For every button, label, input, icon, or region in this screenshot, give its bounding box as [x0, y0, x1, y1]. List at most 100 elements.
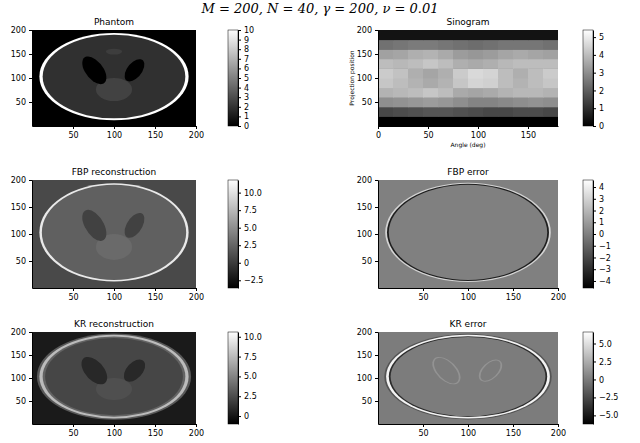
x-axis-tick-mark	[528, 126, 529, 129]
heatmap-cell	[423, 49, 439, 59]
x-axis-tick-label: 50	[68, 293, 78, 302]
heatmap-cell	[378, 88, 394, 98]
plot-area	[32, 332, 196, 424]
x-axis-tick-mark	[155, 424, 156, 427]
x-axis-tick-label: 100	[461, 429, 476, 438]
colorbar-axis-tick: 3	[593, 69, 604, 78]
colorbar-axis-tick: 0	[238, 412, 249, 421]
colorbar-axis-tick-label: 3	[599, 69, 604, 78]
colorbar-axis-tick: −3	[593, 265, 611, 274]
x-axis: 50100150200	[33, 424, 205, 438]
colorbar-axis-tick-label: 0	[244, 259, 249, 268]
x-axis-tick-mark	[513, 288, 514, 291]
colorbar-axis-line	[238, 181, 239, 289]
heatmap-cell	[378, 30, 394, 40]
colorbar-axis-tick: 0	[238, 122, 249, 131]
heatmap-cell	[498, 116, 514, 126]
colorbar-axis: −5.0−2.502.55.0	[593, 333, 618, 425]
heatmap-cell	[528, 49, 544, 59]
x-axis-tick: 50	[68, 126, 78, 140]
colorbar-axis-tick-mark	[593, 211, 596, 212]
y-axis-line	[32, 333, 33, 425]
x-axis-tick-mark	[423, 424, 424, 427]
colorbar-axis-tick-mark	[238, 88, 241, 89]
image-region	[43, 35, 186, 119]
colorbar	[228, 180, 238, 288]
y-axis-tick: 50	[362, 397, 378, 406]
y-axis-tick: 100	[357, 74, 378, 83]
figure-title: M = 200, N = 40, γ = 200, ν = 0.01	[201, 1, 439, 16]
heatmap-cell	[468, 49, 484, 59]
y-axis-tick: 200	[357, 26, 378, 35]
heatmap-cell	[483, 30, 499, 40]
x-axis-tick-mark	[468, 424, 469, 427]
heatmap-cell	[393, 40, 409, 50]
colorbar-axis-tick-mark	[593, 361, 596, 362]
y-axis-tick: 150	[11, 203, 32, 212]
heatmap-cell	[438, 49, 454, 59]
colorbar-axis-tick-mark	[593, 269, 596, 270]
colorbar-axis-tick: 5	[238, 74, 249, 83]
x-axis-tick-label: 50	[418, 429, 428, 438]
colorbar-axis-tick-label: 1	[599, 104, 604, 113]
colorbar-axis-tick: −4	[593, 277, 611, 286]
image-region	[429, 356, 464, 385]
heatmap-cell	[468, 59, 484, 69]
colorbar	[583, 180, 593, 288]
heatmap-cell	[498, 30, 514, 40]
heatmap-cell	[378, 40, 394, 50]
x-axis: 50100150200	[379, 424, 567, 438]
y-axis: 50100150200	[357, 328, 379, 424]
colorbar-axis-tick-mark	[238, 416, 241, 417]
x-axis-tick: 100	[471, 126, 486, 140]
x-axis-tick: 100	[107, 288, 122, 302]
colorbar-axis-tick-label: 9	[244, 36, 249, 45]
y-axis-tick-label: 100	[357, 230, 372, 239]
plot-area	[378, 332, 558, 424]
x-axis-tick-label: 200	[189, 429, 204, 438]
colorbar-axis-line	[238, 333, 239, 425]
colorbar-axis-tick-mark	[593, 415, 596, 416]
heatmap-cell	[498, 49, 514, 59]
image-background	[32, 30, 196, 126]
colorbar-axis-tick: 5.0	[238, 372, 257, 381]
heatmap-cell	[543, 88, 558, 98]
y-axis-tick: 100	[357, 374, 378, 383]
x-axis-tick-mark	[423, 288, 424, 291]
colorbar-axis-tick-mark	[238, 126, 241, 127]
colorbar-axis-tick-label: 5	[599, 33, 604, 42]
colorbar-axis-tick: 6	[238, 64, 249, 73]
x-axis-tick-mark	[114, 288, 115, 291]
colorbar-axis-tick-label: −3	[599, 265, 611, 274]
x-axis-tick-mark	[196, 126, 197, 129]
colorbar-axis-tick-label: 8	[244, 45, 249, 54]
y-axis: 50100150200	[357, 176, 379, 288]
colorbar-axis-tick-mark	[593, 222, 596, 223]
x-axis-tick: 150	[148, 288, 163, 302]
y-axis-tick-mark	[29, 261, 32, 262]
x-axis-tick: 50	[418, 424, 428, 438]
panel-title: Sinogram	[446, 17, 489, 27]
heatmap-cell	[393, 49, 409, 59]
y-axis-line	[378, 31, 379, 127]
heatmap-cell	[408, 107, 424, 117]
x-axis-tick-mark	[196, 424, 197, 427]
colorbar-axis-tick-label: 7.5	[244, 206, 257, 215]
y-axis-tick-label: 150	[357, 50, 372, 59]
x-axis-line	[379, 126, 559, 127]
panel: 5010015020050100150200KR error−5.0−2.502…	[357, 319, 619, 438]
colorbar-axis: 02.55.07.510.0	[238, 333, 262, 425]
heatmap-cell	[423, 40, 439, 50]
y-axis-tick-mark	[29, 78, 32, 79]
y-axis-tick-mark	[375, 332, 378, 333]
image-region	[384, 334, 551, 420]
y-axis-tick: 200	[357, 328, 378, 337]
y-axis-tick-label: 50	[16, 257, 26, 266]
y-axis: 50100150200	[357, 26, 379, 126]
x-axis-tick: 50	[423, 126, 433, 140]
heatmap-cell	[498, 40, 514, 50]
colorbar-axis-tick: 5	[593, 33, 604, 42]
x-axis-tick-label: 50	[418, 293, 428, 302]
heatmap-cell	[453, 116, 469, 126]
x-axis-tick: 0	[376, 126, 381, 140]
